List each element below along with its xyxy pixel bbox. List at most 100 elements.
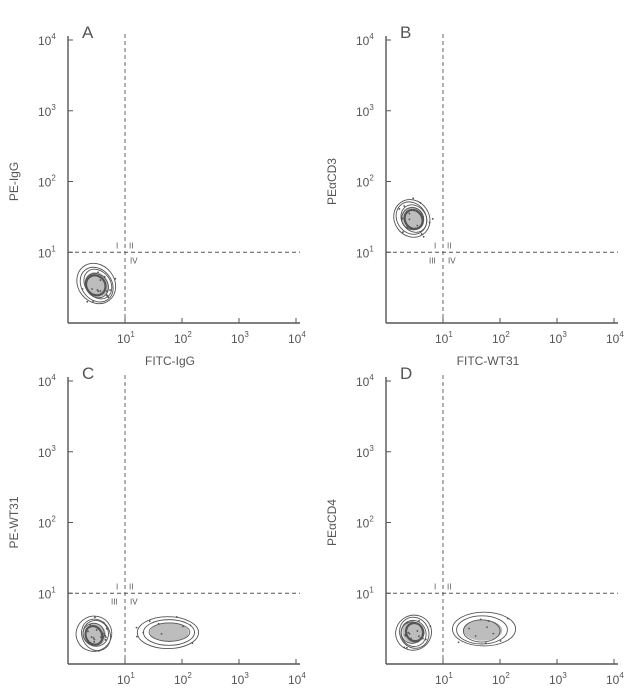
panel-a: A 101 102 103 104 101 102 103 104 FITC-IgG PE-IgG I…	[7, 23, 306, 368]
event-dot	[474, 635, 477, 637]
event-dot	[86, 300, 89, 303]
population-contour	[452, 611, 517, 647]
x-tick-label: 104	[606, 671, 624, 687]
x-tick-exponent: 4	[619, 330, 624, 339]
x-tick-exponent: 3	[562, 330, 567, 339]
cell-population	[135, 615, 200, 650]
x-tick-label: 104	[288, 671, 306, 687]
y-tick-label: 103	[38, 444, 56, 460]
population-contour	[136, 616, 200, 650]
population-density-fill	[149, 622, 189, 643]
quadrant-label-i: I	[116, 582, 118, 591]
event-dot	[403, 646, 406, 649]
x-tick-exponent: 2	[505, 330, 510, 339]
panel-letter: B	[400, 23, 411, 42]
event-dot	[106, 295, 109, 298]
quadrant-label-ii: II	[447, 241, 451, 250]
event-dot	[105, 290, 108, 292]
event-dot	[499, 640, 502, 642]
population-contour	[399, 616, 430, 649]
y-axis-title: PE-WT31	[7, 496, 21, 548]
x-tick-label: 101	[117, 330, 135, 346]
x-tick-label: 101	[117, 671, 135, 687]
quadrant-label-iv: IV	[448, 256, 456, 265]
population-contour	[395, 614, 432, 651]
y-tick-label: 102	[356, 174, 374, 190]
cell-population	[452, 611, 517, 647]
event-dot	[418, 619, 420, 622]
event-dot	[405, 627, 408, 630]
y-tick-exponent: 2	[369, 515, 374, 524]
y-tick-exponent: 1	[51, 585, 56, 594]
event-dot	[182, 625, 184, 628]
y-axis-title: PE-IgG	[7, 162, 21, 201]
event-dot	[93, 638, 96, 641]
event-dot	[420, 233, 423, 235]
event-dot	[405, 646, 408, 649]
event-dot	[175, 615, 178, 618]
event-dot	[401, 217, 403, 220]
x-tick-exponent: 2	[187, 671, 192, 680]
y-axis-title: PEαCD3	[325, 158, 339, 205]
x-tick-exponent: 2	[505, 671, 510, 680]
event-dot	[102, 632, 104, 635]
event-dot	[419, 637, 422, 639]
y-tick-exponent: 2	[51, 515, 56, 524]
x-tick-label: 102	[492, 671, 510, 687]
y-tick-label: 101	[38, 585, 56, 601]
event-dot	[407, 631, 410, 634]
x-tick-label: 102	[174, 671, 192, 687]
x-tick-exponent: 3	[562, 671, 567, 680]
event-dot	[404, 634, 407, 637]
y-tick-exponent: 3	[369, 103, 374, 112]
panel-b: B 101 102 103 104 101 102 103 104 FITC-WT31 PEαCD3…	[325, 23, 624, 368]
x-tick-label: 103	[231, 330, 249, 346]
y-tick-exponent: 2	[51, 174, 56, 183]
population-contour	[84, 274, 107, 297]
x-tick-label: 103	[549, 671, 567, 687]
y-tick-label: 102	[38, 515, 56, 531]
cell-population	[393, 197, 434, 238]
event-dot	[157, 622, 160, 625]
event-dot	[100, 633, 103, 636]
event-dot	[412, 197, 415, 200]
quadrant-label-iii: III	[429, 256, 436, 265]
x-tick-label: 102	[174, 330, 192, 346]
quadrant-label-iii: III	[111, 597, 118, 606]
x-tick-label: 101	[435, 671, 453, 687]
x-tick-label: 101	[435, 330, 453, 346]
panel-d: D101102103104101102103104FITC α CD8PEαCD…	[325, 364, 624, 687]
event-dot	[403, 205, 406, 207]
x-axis-title: FITC-IgG	[145, 354, 195, 368]
event-dot	[99, 279, 102, 282]
event-dot	[422, 235, 425, 238]
population-contour	[462, 619, 501, 643]
population-contour	[76, 262, 117, 305]
event-dot	[90, 274, 93, 277]
event-dot	[492, 632, 495, 635]
event-dot	[100, 636, 102, 638]
population-contour	[79, 266, 114, 303]
quadrant-label-i: I	[434, 241, 436, 250]
event-dot	[408, 218, 411, 221]
event-dot	[97, 290, 100, 293]
event-dot	[414, 227, 417, 230]
y-tick-exponent: 3	[51, 103, 56, 112]
y-tick-label: 104	[38, 32, 56, 48]
event-dot	[104, 634, 106, 637]
event-dot	[487, 620, 490, 622]
y-tick-exponent: 1	[369, 585, 374, 594]
y-axis-title: PEαCD4	[325, 499, 339, 546]
y-tick-label: 103	[356, 444, 374, 460]
event-dot	[428, 221, 431, 224]
x-tick-exponent: 3	[244, 671, 249, 680]
y-tick-exponent: 4	[51, 373, 56, 382]
event-dot	[429, 625, 432, 628]
event-dot	[135, 626, 138, 629]
y-tick-exponent: 4	[51, 32, 56, 41]
x-tick-exponent: 1	[130, 330, 135, 339]
event-dot	[398, 208, 401, 210]
event-dot	[89, 623, 92, 626]
y-tick-label: 101	[356, 244, 374, 260]
y-tick-exponent: 3	[51, 444, 56, 453]
